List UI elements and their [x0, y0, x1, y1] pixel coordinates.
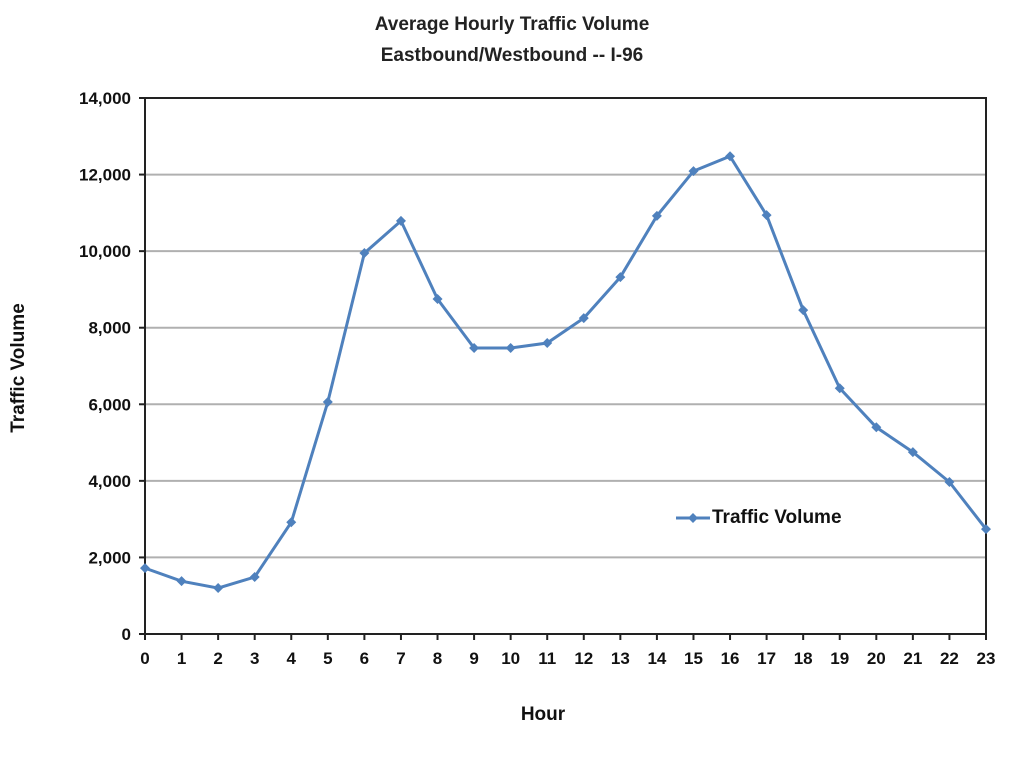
x-tick-label: 12	[574, 649, 593, 668]
x-axis-label: Hour	[521, 704, 566, 725]
gridlines	[145, 173, 986, 559]
x-tick-label: 16	[721, 649, 740, 668]
data-point-diamond-icon	[761, 210, 772, 221]
x-tick-label: 14	[647, 649, 666, 668]
x-tick-label: 11	[538, 649, 556, 668]
x-tick-label: 5	[323, 649, 332, 668]
x-tick-label: 19	[830, 649, 849, 668]
x-tick-label: 9	[469, 649, 478, 668]
x-tick-label: 6	[360, 649, 369, 668]
y-tick-label: 14,000	[79, 89, 131, 108]
x-tick-label: 3	[250, 649, 259, 668]
x-tick-label: 21	[903, 649, 922, 668]
x-tick-label: 8	[433, 649, 442, 668]
data-markers	[140, 151, 991, 594]
y-tick-label: 2,000	[88, 548, 131, 567]
data-point-diamond-icon	[944, 477, 955, 488]
data-point-diamond-icon	[834, 383, 845, 394]
traffic-volume-line	[144, 154, 988, 590]
data-point-diamond-icon	[907, 447, 918, 458]
x-axis: 0 1 2 3 4 5 6 7 8 9 10 11 12 13 14 15 16 17 18 19 20 21 22 23	[140, 634, 995, 668]
y-tick-label: 12,000	[79, 166, 131, 185]
data-point-diamond-icon	[395, 215, 406, 226]
plot-border	[144, 97, 987, 635]
y-tick-label: 6,000	[88, 395, 131, 414]
data-point-diamond-icon	[176, 576, 187, 587]
y-axis-label: Traffic Volume	[8, 303, 29, 433]
y-axis: 0 2,000 4,000 6,000 8,000 10,000 12,000 14,000	[79, 89, 145, 644]
data-point-diamond-icon	[688, 166, 699, 177]
x-tick-label: 13	[611, 649, 630, 668]
y-tick-label: 10,000	[79, 242, 131, 261]
legend: Traffic Volume	[676, 507, 842, 529]
data-point-diamond-icon	[140, 563, 150, 574]
x-tick-label: 22	[940, 649, 959, 668]
y-tick-label: 8,000	[88, 319, 131, 338]
chart-subtitle: Eastbound/Westbound -- I-96	[380, 45, 644, 66]
x-tick-label: 17	[757, 649, 776, 668]
data-point-diamond-icon	[651, 210, 662, 221]
data-point-diamond-icon	[798, 305, 809, 316]
data-point-diamond-icon	[578, 313, 589, 324]
data-point-diamond-icon	[213, 583, 224, 594]
x-tick-label: 1	[177, 649, 186, 668]
legend-line-diamond-icon	[676, 513, 710, 523]
data-point-diamond-icon	[871, 422, 882, 433]
x-tick-label: 2	[213, 649, 222, 668]
data-point-diamond-icon	[542, 338, 553, 349]
x-tick-label: 15	[684, 649, 703, 668]
chart-title: Average Hourly Traffic Volume	[374, 14, 650, 35]
x-tick-label: 23	[977, 649, 996, 668]
data-point-diamond-icon	[505, 343, 516, 354]
x-tick-label: 7	[396, 649, 405, 668]
x-tick-label: 18	[794, 649, 813, 668]
data-point-diamond-icon	[432, 294, 443, 304]
data-point-diamond-icon	[981, 524, 991, 535]
y-tick-label: 4,000	[88, 472, 131, 491]
x-tick-label: 20	[867, 649, 886, 668]
data-point-diamond-icon	[359, 248, 370, 259]
x-tick-label: 10	[501, 649, 520, 668]
x-tick-label: 0	[140, 649, 149, 668]
data-point-diamond-icon	[249, 571, 260, 582]
data-point-diamond-icon	[615, 272, 626, 283]
data-point-diamond-icon	[322, 396, 333, 407]
y-tick-label: 0	[122, 625, 131, 644]
data-point-diamond-icon	[286, 517, 297, 528]
data-point-diamond-icon	[469, 343, 480, 354]
legend-label: Traffic Volume	[712, 507, 842, 528]
data-point-diamond-icon	[725, 151, 736, 162]
x-tick-label: 4	[287, 649, 297, 668]
